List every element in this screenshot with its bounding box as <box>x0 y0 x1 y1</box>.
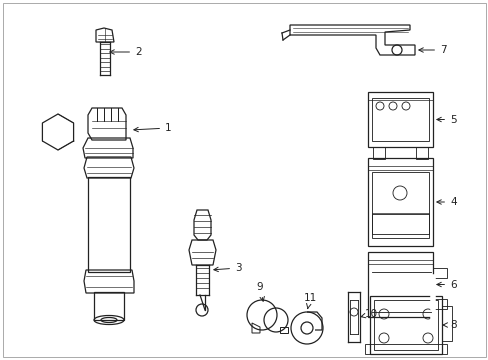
Bar <box>432 299 446 309</box>
Text: 7: 7 <box>418 45 446 55</box>
Text: 4: 4 <box>436 197 456 207</box>
Text: 1: 1 <box>134 123 171 133</box>
Text: 5: 5 <box>436 114 456 125</box>
Bar <box>371 98 428 141</box>
Text: 2: 2 <box>110 47 142 57</box>
Bar <box>441 306 451 341</box>
Bar <box>432 268 446 278</box>
Bar <box>367 158 432 246</box>
Text: 6: 6 <box>436 279 456 289</box>
Text: 8: 8 <box>442 320 456 330</box>
Bar <box>88 177 130 272</box>
Bar <box>373 300 437 350</box>
Bar <box>371 172 428 238</box>
Bar <box>94 292 124 320</box>
Text: 10: 10 <box>360 309 377 319</box>
Bar <box>369 296 441 354</box>
Text: 11: 11 <box>303 293 316 309</box>
Bar <box>364 344 446 354</box>
Bar <box>415 147 427 159</box>
Text: 3: 3 <box>213 263 241 273</box>
Bar <box>367 92 432 147</box>
Text: 9: 9 <box>256 282 264 301</box>
Bar <box>371 214 428 234</box>
Bar <box>367 252 432 317</box>
Bar <box>372 147 384 159</box>
